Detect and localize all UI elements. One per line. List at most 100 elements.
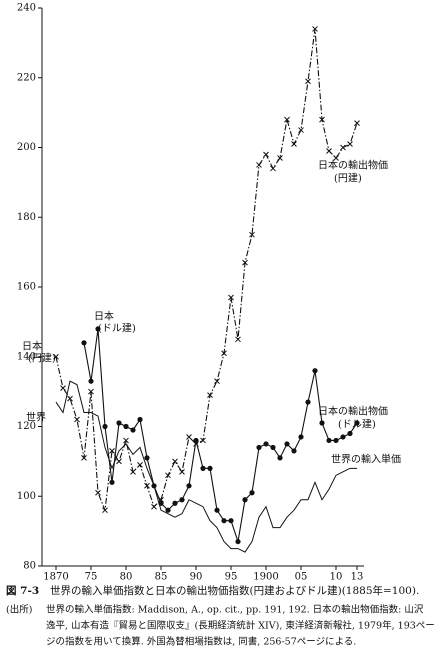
y-tick-label: 220 [17,72,36,83]
x-marker [172,458,178,465]
x-tick-label: 95 [225,572,238,583]
x-marker [81,455,87,461]
series-label: 日本の輸出物価 [318,405,388,418]
x-tick-label: 85 [155,572,168,583]
dot-marker [291,448,297,454]
dot-marker [249,490,255,496]
dot-marker [207,465,213,471]
x-marker [270,165,276,172]
dot-marker [200,465,206,471]
series-line [55,28,358,511]
dot-marker [179,497,185,503]
x-marker [116,458,122,465]
series-label: 世界の輸入単価 [331,453,401,466]
x-marker [256,162,262,168]
y-tick-label: 140 [17,351,36,362]
dot-marker [319,420,325,426]
x-marker [284,116,290,123]
annotation: 日本 [22,340,42,353]
dot-marker [305,399,311,405]
dot-marker [333,437,339,444]
dot-marker [109,479,115,485]
dot-marker [172,500,178,506]
x-tick-label: 75 [85,572,98,583]
x-marker [60,385,66,391]
dot-marker [326,437,332,444]
dot-marker [165,507,171,513]
x-marker [221,350,227,357]
x-tick-label: 13 [351,572,364,583]
x-tick-label: 05 [295,572,308,583]
x-marker [263,151,269,158]
series-label: 日本の輸出物価 [318,159,388,172]
dot-marker [116,420,122,426]
annotation: 日本 [94,310,114,323]
dot-marker [186,483,192,489]
x-marker [214,378,220,385]
x-marker [53,353,59,360]
x-marker [200,437,206,444]
x-marker [137,462,143,468]
x-marker [144,482,150,489]
dot-marker [284,441,290,447]
dot-marker [235,538,241,545]
dot-marker [298,434,304,440]
source-line: 世界の輸入単価指数: Maddison, A., op. cit., pp. 1… [46,604,424,616]
dot-marker [256,444,262,451]
dot-marker [340,434,346,440]
dot-marker [123,423,129,430]
x-marker [249,231,255,238]
x-marker [95,489,101,496]
dot-marker [193,437,199,444]
dot-marker [137,416,143,423]
y-tick-label: 160 [17,282,36,293]
x-marker [228,294,234,301]
dot-marker [312,368,318,374]
source-line: ジの指数を用いて換算. 外国為替相場指数は, 同書, 256-57ページによる. [46,636,356,648]
x-marker [312,26,318,32]
x-marker [326,148,332,154]
dot-marker [277,455,283,461]
dot-marker [88,378,94,384]
source-line: 逸平, 山本有造『貿易と国際収支』(長期経済統計 XIV), 東洋経済新報社, … [46,620,435,632]
x-marker [109,448,115,454]
dot-marker [228,518,234,524]
x-marker [333,155,339,161]
series-label: (円建) [334,172,362,185]
y-tick-label: 120 [17,421,36,432]
dot-marker [81,340,87,346]
x-marker [305,78,311,85]
y-tick-label: 200 [17,142,36,153]
dot-marker [95,326,101,332]
x-tick-label: 90 [190,572,203,583]
source-label: (出所) [6,604,32,616]
x-tick-label: 1870 [43,572,68,583]
y-tick-label: 80 [23,561,36,572]
dot-marker [347,430,353,437]
x-marker [151,503,157,510]
y-tick-label: 180 [17,212,36,223]
dot-marker [270,444,276,451]
series-label: (ドル建) [338,418,376,431]
figure-title: 世界の輸入単価指数と日本の輸出物価指数(円建およびドル建)(1885年=100)… [50,584,419,597]
dot-marker [242,497,248,503]
annotation: 世界 [26,412,46,424]
x-marker [298,127,304,133]
x-marker [67,395,73,402]
annotation: (円建) [28,352,56,365]
dot-marker [354,420,360,426]
x-marker [179,468,185,475]
x-marker [354,120,360,126]
x-marker [74,416,80,423]
x-marker [165,472,171,479]
series-line [83,328,358,542]
dot-marker [214,507,220,513]
x-marker [291,141,297,147]
dot-marker [263,441,269,447]
x-marker [130,468,136,475]
x-marker [207,392,213,398]
x-marker [319,116,325,123]
x-marker [340,144,346,151]
x-marker [242,259,248,266]
